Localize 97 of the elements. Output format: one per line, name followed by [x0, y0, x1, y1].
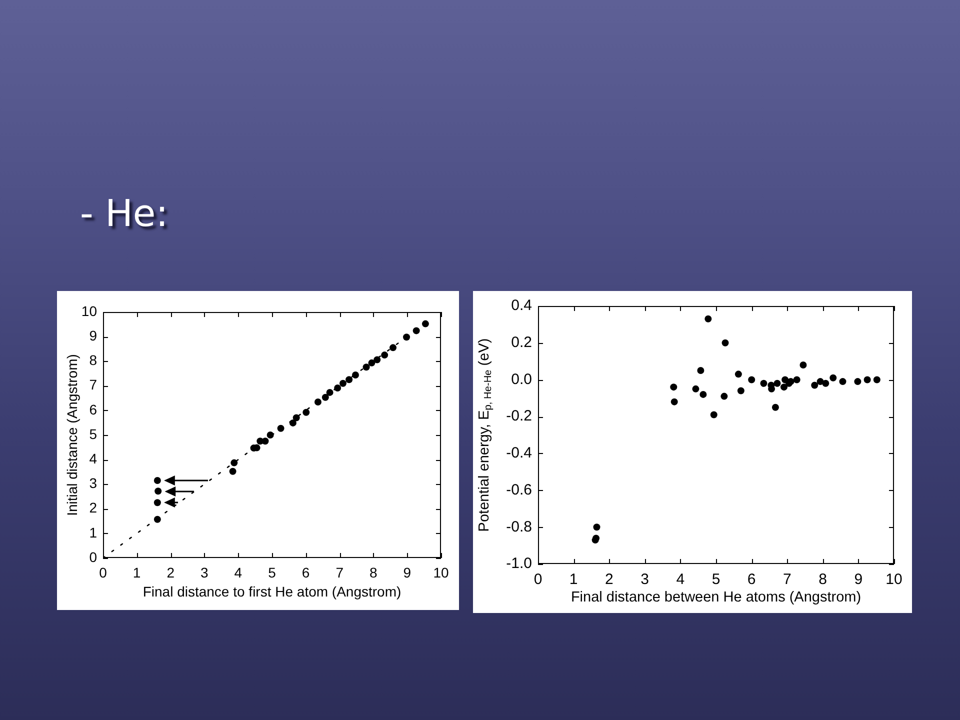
- point: [793, 376, 800, 384]
- point: [262, 438, 269, 445]
- point: [289, 419, 296, 426]
- point: [314, 398, 322, 406]
- point: [864, 376, 871, 384]
- point: [230, 459, 238, 466]
- y-tick-label: 0: [89, 548, 98, 565]
- point: [593, 524, 600, 531]
- point: [800, 361, 807, 368]
- x-tick-label: 5: [712, 571, 720, 588]
- point: [229, 468, 236, 475]
- point: [710, 411, 718, 418]
- point: [704, 315, 712, 322]
- x-tick-label: 10: [886, 571, 902, 588]
- y-tick-label: 10: [81, 302, 98, 319]
- y-tick-label: 7: [89, 376, 98, 393]
- y-tick-label: 3: [89, 475, 98, 492]
- point: [334, 384, 342, 392]
- point: [839, 378, 846, 386]
- x-tick-label: 0: [99, 564, 108, 580]
- point: [362, 364, 370, 371]
- x-axis-title: Final distance to first He atom (Angstrom): [142, 583, 402, 600]
- x-tick-label: 6: [747, 571, 756, 588]
- point: [670, 398, 678, 406]
- x-tick-label: 8: [370, 564, 378, 580]
- point: [737, 387, 744, 394]
- x-tick-label: 4: [234, 564, 242, 580]
- y-tick-label: 6: [89, 401, 98, 418]
- point: [339, 380, 346, 387]
- point: [346, 376, 353, 384]
- point: [390, 344, 397, 352]
- y-tick-label: 0.2: [511, 334, 532, 351]
- x-axis-title: Final distance between He atoms (Angstrom): [570, 589, 862, 606]
- y-tick-label: -1.0: [506, 555, 532, 572]
- point: [422, 320, 429, 328]
- y-tick-label: -0.4: [506, 444, 532, 462]
- point: [692, 385, 700, 392]
- point: [760, 380, 768, 387]
- point: [822, 380, 830, 387]
- x-tick-label: 9: [854, 571, 863, 588]
- x-tick-label: 10: [433, 564, 449, 580]
- point: [154, 477, 161, 484]
- point: [873, 376, 880, 384]
- point: [772, 404, 779, 411]
- point: [381, 352, 388, 359]
- point: [774, 380, 781, 387]
- point: [266, 432, 274, 438]
- y-tick-label: 1: [89, 524, 98, 540]
- point: [292, 414, 300, 422]
- point: [670, 384, 678, 391]
- x-tick-label: 6: [302, 564, 310, 580]
- y-tick-label: 5: [89, 426, 98, 442]
- y-tick-label: 4: [89, 450, 98, 466]
- point: [700, 390, 707, 398]
- y-tick-label: 9: [89, 327, 98, 344]
- x-tick-label: 1: [569, 571, 578, 588]
- point: [322, 394, 329, 401]
- point: [697, 367, 704, 374]
- chart-title: - He:: [80, 192, 168, 236]
- point: [403, 334, 410, 341]
- point: [277, 424, 284, 432]
- x-tick-label: 3: [640, 571, 649, 588]
- x-tick-label: 9: [403, 564, 412, 580]
- point: [374, 356, 381, 364]
- y-tick-label: 0.4: [511, 297, 532, 314]
- x-tick-label: 7: [783, 571, 792, 588]
- x-tick-label: 2: [166, 564, 175, 580]
- y-axis-title: Initial distance (Angstrom): [64, 354, 80, 516]
- x-tick-label: 4: [676, 571, 685, 588]
- point: [154, 499, 161, 506]
- point: [748, 376, 756, 384]
- x-tick-label: 3: [200, 564, 208, 580]
- point: [326, 388, 334, 396]
- y-tick-label: 8: [89, 352, 98, 368]
- point: [854, 378, 862, 386]
- point: [368, 359, 376, 366]
- point: [830, 374, 837, 382]
- point: [780, 384, 788, 391]
- point: [412, 327, 420, 334]
- x-tick-label: 7: [336, 564, 344, 580]
- x-tick-label: 1: [132, 564, 141, 580]
- point: [722, 339, 729, 346]
- point: [154, 488, 162, 495]
- point: [734, 370, 742, 378]
- x-tick-label: 8: [818, 571, 827, 588]
- y-tick-label: -0.6: [506, 481, 532, 498]
- y-tick-label: -0.8: [506, 518, 532, 536]
- y-tick-label: 2: [89, 500, 98, 516]
- x-tick-label: 5: [268, 564, 276, 580]
- point: [811, 382, 818, 389]
- point: [154, 516, 161, 523]
- point: [720, 392, 728, 400]
- x-tick-label: 2: [605, 571, 614, 588]
- y-tick-label: -0.2: [506, 408, 532, 425]
- point: [302, 408, 310, 416]
- point: [352, 371, 359, 378]
- y-tick-label: 0.0: [511, 370, 532, 388]
